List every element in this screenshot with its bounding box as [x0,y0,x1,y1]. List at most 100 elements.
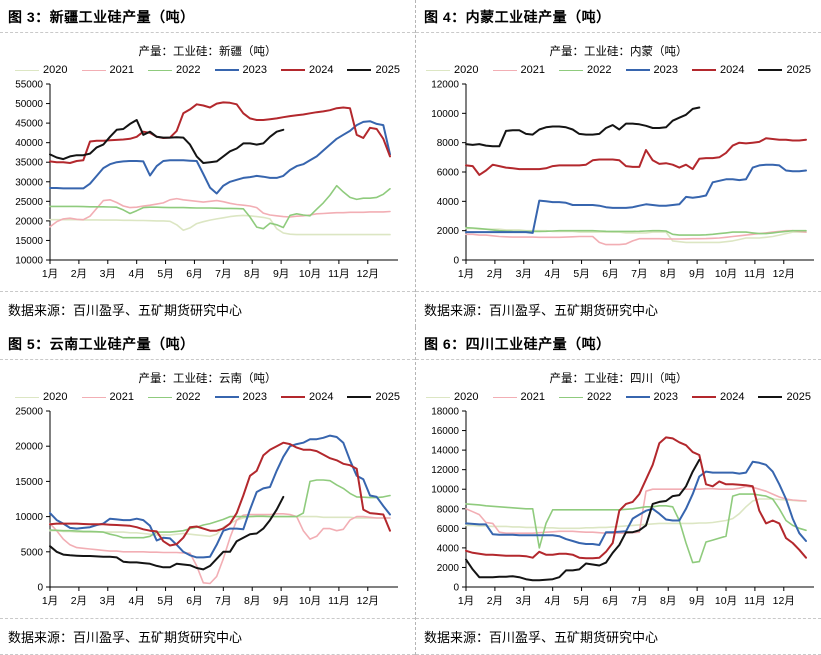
xinjiang-legend: 2020 2021 2022 2023 2024 2025 [2,64,413,76]
series-line-2023 [465,163,807,234]
svg-text:8月: 8月 [660,268,676,280]
legend-label: 2020 [454,64,479,76]
series-line-2023 [49,434,391,559]
svg-text:45000: 45000 [15,119,43,130]
series-line-2022 [49,479,391,539]
svg-text:55000: 55000 [15,80,43,91]
legend-item-2024: 2024 [280,64,333,76]
legend-line-swatch [148,69,173,71]
legend-item-2025: 2025 [347,64,400,76]
svg-text:4月: 4月 [544,595,560,607]
legend-label: 2020 [454,391,479,403]
legend-item-2023: 2023 [625,64,678,76]
svg-text:12月: 12月 [357,595,379,607]
series-line-2023 [49,120,391,195]
legend-item-2020: 2020 [15,391,68,403]
legend-label: 2022 [176,391,201,403]
svg-text:1月: 1月 [42,268,58,280]
svg-text:9月: 9月 [273,268,289,280]
svg-text:1月: 1月 [458,595,474,607]
legend-line-swatch [492,396,517,398]
legend-item-2020: 2020 [426,64,479,76]
svg-text:10000: 10000 [431,109,459,120]
svg-text:2月: 2月 [71,268,87,280]
legend-line-swatch [492,69,517,71]
line-chart-svg: 0 2000 4000 6000 8000 10000 12000 14000 16000 180… [431,407,814,607]
svg-text:6000: 6000 [437,524,460,535]
series-line-2023 [465,460,807,546]
svg-text:7月: 7月 [215,268,231,280]
svg-text:3月: 3月 [100,268,116,280]
legend-line-swatch [81,69,106,71]
legend-label: 2024 [719,64,745,76]
legend-label: 2022 [176,64,201,76]
svg-text:6000: 6000 [437,168,460,179]
legend-label: 2025 [786,64,811,76]
svg-text:12000: 12000 [431,80,459,91]
series-line-2024 [49,441,391,547]
legend-item-2021: 2021 [81,64,134,76]
legend-line-swatch [148,396,173,398]
panel-yunnan: 图 5：云南工业硅产量（吨） 产量：工业硅：云南（吨） 2020 2021 2022… [0,327,416,655]
series-line-2022 [49,184,391,230]
legend-label: 2022 [587,64,612,76]
xinjiang-chart: 产量：工业硅：新疆（吨） 2020 2021 2022 2023 2024 2025 10… [0,33,415,291]
line-chart-svg: 0 2000 4000 6000 8000 10000 12000 1月 2月 3月 4月 5月 6月 7… [431,80,814,280]
svg-text:4月: 4月 [544,268,560,280]
legend-line-swatch [625,396,650,398]
neimeng-chart-subtitle: 产量：工业硅：内蒙（吨） [549,46,688,58]
series-line-2020 [465,498,807,530]
svg-text:4月: 4月 [128,595,144,607]
sichuan-plot: 0 2000 4000 6000 8000 10000 12000 14000 16000 180… [418,405,819,618]
legend-line-swatch [214,396,239,398]
legend-line-swatch [280,396,305,398]
svg-text:0: 0 [37,583,43,594]
legend-label: 2025 [786,391,811,403]
svg-text:2月: 2月 [487,595,503,607]
series-line-2025 [49,119,285,164]
svg-text:2000: 2000 [437,226,460,237]
svg-text:7月: 7月 [215,595,231,607]
xinjiang-plot: 10000 15000 20000 25000 30000 35000 40000 45000… [2,78,413,291]
legend-line-swatch [280,69,305,71]
svg-text:10000: 10000 [431,485,459,496]
line-chart-svg: 10000 15000 20000 25000 30000 35000 40000 45000… [15,80,398,280]
legend-line-swatch [15,69,40,71]
legend-label: 2024 [308,391,334,403]
svg-text:0: 0 [453,256,459,267]
svg-text:3月: 3月 [516,268,532,280]
figure-3-title: 图 3：新疆工业硅产量（吨） [0,0,415,33]
neimeng-chart: 产量：工业硅：内蒙（吨） 2020 2021 2022 2023 2024 2025 0 2… [416,33,821,291]
line-chart-svg: 0 5000 10000 15000 20000 25000 1月 2月 3月 4月 5月 6月 7月 8… [15,407,398,607]
legend-line-swatch [426,69,451,71]
yunnan-plot: 0 5000 10000 15000 20000 25000 1月 2月 3月 4月 5月 6月 7月 8… [2,405,413,618]
svg-text:15000: 15000 [15,236,43,247]
svg-text:8000: 8000 [437,138,460,149]
svg-text:9月: 9月 [689,595,705,607]
legend-item-2024: 2024 [280,391,334,403]
svg-text:16000: 16000 [431,426,459,437]
svg-text:5月: 5月 [573,268,589,280]
svg-text:5月: 5月 [157,595,173,607]
legend-label: 2025 [375,64,400,76]
svg-text:14000: 14000 [431,446,459,457]
svg-text:12月: 12月 [773,595,795,607]
svg-text:1月: 1月 [42,595,58,607]
sichuan-chart-subtitle: 产量：工业硅：四川（吨） [549,373,688,385]
svg-text:5月: 5月 [157,268,173,280]
legend-label: 2023 [653,391,678,403]
svg-text:10月: 10月 [715,268,737,280]
series-line-2025 [49,495,285,571]
svg-text:40000: 40000 [15,138,43,149]
sichuan-source-note: 数据来源：百川盈孚、五矿期货研究中心 [416,618,821,655]
figure-5-title: 图 5：云南工业硅产量（吨） [0,327,415,360]
legend-item-2025: 2025 [758,64,811,76]
legend-item-2023: 2023 [625,391,678,403]
svg-text:6月: 6月 [186,595,202,607]
legend-label: 2024 [719,391,745,403]
neimeng-source-note: 数据来源：百川盈孚、五矿期货研究中心 [416,291,821,327]
series-line-2025 [465,106,701,148]
series-line-2025 [465,458,701,582]
svg-text:11月: 11月 [328,595,349,607]
svg-text:9月: 9月 [273,595,289,607]
